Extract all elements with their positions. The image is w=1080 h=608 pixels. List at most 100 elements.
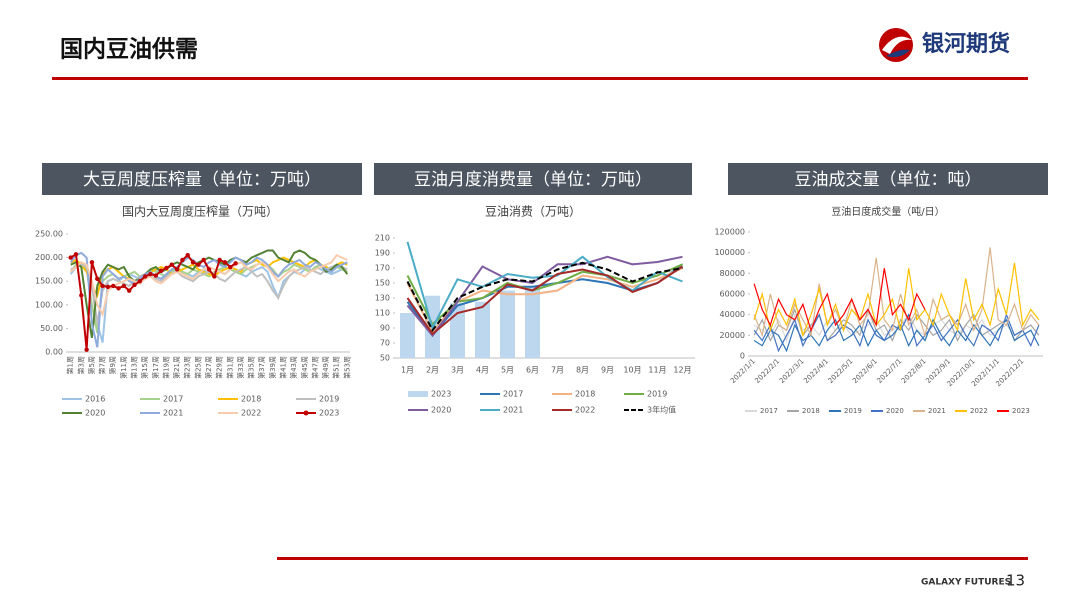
point (185, 253, 190, 258)
x-tick-label: 第7周 (98, 356, 107, 374)
legend-label: 2017 (503, 390, 523, 399)
point (132, 282, 137, 288)
page-title: 国内豆油供需 (60, 36, 198, 63)
point (201, 257, 206, 263)
legend-label: 3年均值 (647, 405, 676, 415)
series-line (70, 253, 348, 317)
x-tick-label: 第35周 (247, 356, 256, 379)
series-line (70, 256, 348, 299)
legend-label: 2018 (575, 390, 595, 399)
point (158, 268, 164, 274)
legend-label: 2022 (241, 409, 261, 418)
x-tick-label: 第19周 (161, 356, 170, 379)
x-tick-label: 第15周 (140, 356, 149, 379)
point (190, 260, 196, 265)
series-line (753, 247, 1040, 338)
x-tick-label: 2022/5/1 (827, 357, 855, 385)
y-tick-label: 0.00 (45, 348, 63, 357)
series-line (406, 263, 683, 326)
point (73, 252, 79, 257)
legend-label: 2016 (85, 395, 105, 404)
x-tick-label: 4月 (476, 366, 489, 375)
point (84, 347, 89, 352)
x-tick-label: 第53周 (342, 356, 351, 379)
y-tick-label: 200.00 (35, 253, 63, 262)
x-tick-label: 2022/6/1 (851, 357, 879, 385)
footer-rule (277, 557, 1028, 560)
legend-label: 2020 (886, 407, 904, 415)
x-tick-label: 第47周 (310, 356, 319, 379)
y-tick-label: 40000 (720, 310, 745, 319)
series-line (753, 262, 1040, 338)
point (228, 264, 233, 270)
y-tick-label: 100000 (714, 248, 745, 257)
point (79, 293, 84, 298)
point (68, 255, 73, 260)
y-tick-label: 120000 (714, 228, 745, 237)
footer-brand: GALAXY FUTURES (921, 578, 1011, 588)
y-tick-label: 0 (740, 352, 745, 361)
x-tick-label: 第5周 (87, 356, 96, 374)
logo: 银河期货 (879, 28, 1010, 62)
legend-swatch (408, 391, 428, 397)
legend-label: 2019 (319, 395, 339, 404)
y-tick-label: 90 (380, 324, 390, 333)
x-tick-label: 2022/1/1 (729, 357, 757, 385)
point (126, 288, 132, 293)
x-tick-label: 第37周 (257, 356, 266, 379)
point (111, 283, 116, 289)
x-tick-label: 2022/2/1 (753, 357, 781, 385)
x-tick-label: 第11周 (119, 356, 128, 379)
x-tick-label: 第45周 (300, 356, 309, 379)
logo-swirl (882, 36, 912, 54)
point (105, 284, 111, 290)
x-tick-label: 第27周 (204, 356, 213, 379)
bar (525, 286, 540, 358)
legend-label: 2023 (1012, 407, 1030, 415)
panel-header-box (728, 163, 1048, 195)
x-tick-label: 第25周 (193, 356, 202, 379)
x-tick-label: 2022/3/1 (778, 357, 806, 385)
legend-label: 2022 (575, 406, 595, 415)
y-tick-label: 210 (375, 234, 390, 243)
y-tick-label: 60000 (720, 290, 745, 299)
series-line (753, 268, 926, 332)
legend-label: 2021 (163, 409, 183, 418)
series-line (406, 255, 683, 338)
point (222, 260, 228, 265)
x-tick-label: 5月 (501, 366, 514, 375)
x-tick-label: 第3周 (76, 356, 85, 374)
bar (475, 301, 490, 358)
series-line (753, 318, 1040, 353)
logo-swirl (886, 49, 910, 58)
point (196, 262, 201, 267)
series-line (406, 241, 683, 331)
point (137, 279, 143, 284)
x-tick-label: 2月 (426, 366, 439, 375)
point (116, 286, 121, 291)
x-tick-label: 2022/8/1 (900, 357, 928, 385)
y-tick-label: 130 (375, 294, 390, 303)
point (121, 283, 127, 289)
point (169, 262, 174, 267)
point (148, 271, 153, 277)
legend-label: 2023 (431, 390, 451, 399)
x-tick-label: 6月 (526, 366, 539, 375)
x-tick-label: 第1周 (66, 356, 75, 374)
point (217, 257, 222, 263)
y-tick-label: 80000 (720, 269, 745, 278)
x-tick-label: 第49周 (321, 356, 330, 379)
point (164, 265, 169, 271)
legend-label: 2020 (431, 406, 451, 415)
series-line (70, 263, 348, 324)
x-tick-label: 2022/7/1 (876, 357, 904, 385)
x-tick-label: 第51周 (332, 356, 341, 379)
x-tick-label: 10月 (623, 366, 641, 375)
y-tick-label: 100.00 (35, 300, 63, 309)
bar (500, 290, 515, 358)
legend-label: 2017 (163, 395, 183, 404)
legend-label: 2019 (647, 390, 667, 399)
x-tick-label: 8月 (576, 366, 589, 375)
point (100, 283, 105, 289)
